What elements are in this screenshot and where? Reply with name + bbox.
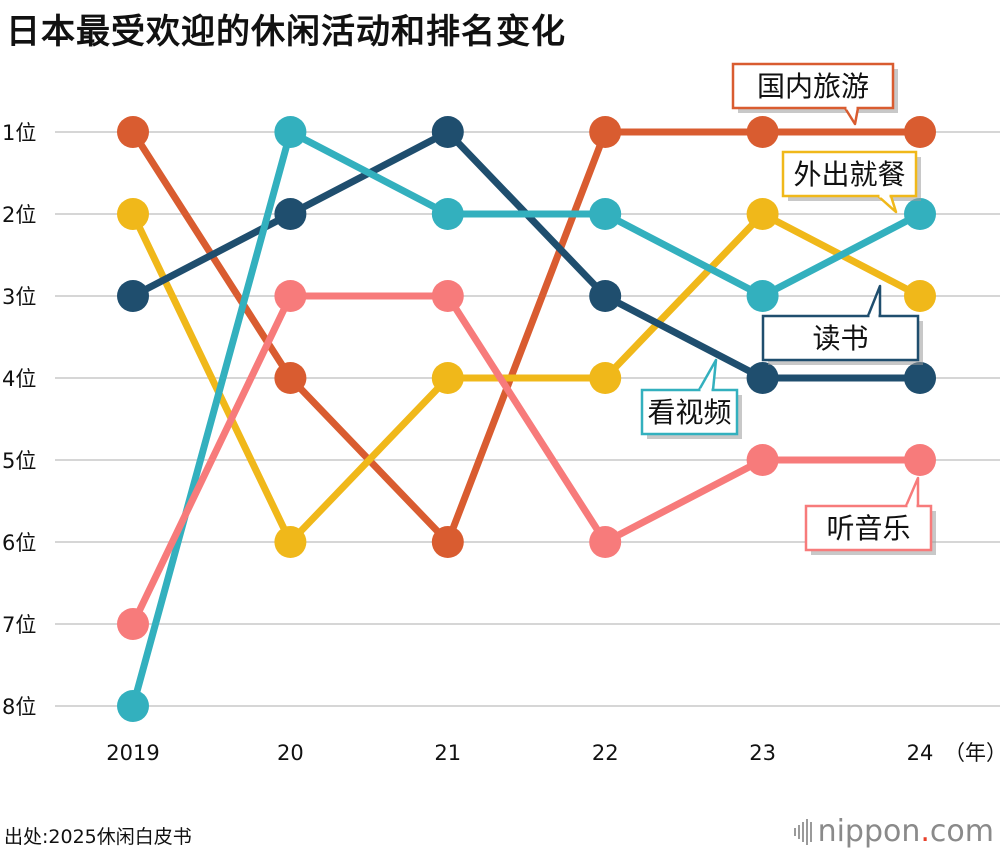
data-point [589, 116, 622, 148]
callout-box [640, 388, 739, 436]
x-tick-labels: 2019 20 21 22 23 24 （年） [106, 741, 1000, 765]
y-tick-label: 6位 [2, 531, 36, 555]
x-tick-label: 23 [749, 741, 776, 765]
y-tick-label: 2位 [2, 203, 36, 227]
data-point [589, 526, 622, 558]
series-line [129, 210, 924, 546]
y-tick-label: 1位 [2, 121, 36, 145]
callout-box [761, 314, 920, 362]
data-point [117, 690, 149, 722]
data-point [904, 280, 936, 312]
data-point [589, 198, 622, 230]
callout-box [731, 62, 895, 110]
data-point [904, 362, 936, 394]
x-tick-label: 20 [277, 741, 304, 765]
source-note: 出处:2025休闲白皮书 [4, 826, 192, 848]
data-point [746, 116, 779, 148]
x-tick-label: 22 [592, 741, 619, 765]
series-label-callout: 听音乐 [804, 476, 936, 555]
x-tick-label: 2019 [106, 741, 159, 765]
series-line [129, 128, 924, 546]
series-name-label: 听音乐 [826, 512, 910, 545]
y-tick-label: 7位 [2, 613, 36, 637]
y-tick-label: 3位 [2, 285, 36, 309]
series-label-callout: 看视频 [640, 358, 742, 439]
brand-dot: . [920, 814, 930, 849]
data-point [117, 280, 149, 312]
series-label-callout: 读书 [761, 284, 923, 365]
data-point [274, 362, 307, 394]
series-name-label: 外出就餐 [793, 158, 905, 191]
brand-logo: nippon.com [793, 814, 994, 849]
series-line [129, 292, 924, 628]
series-name-label: 读书 [812, 322, 868, 355]
y-tick-label: 4位 [2, 367, 36, 391]
callout-tail [866, 284, 882, 318]
data-point [746, 198, 779, 230]
series-lines [129, 128, 924, 710]
brand-tld: com [929, 814, 994, 849]
callout-tail [843, 106, 860, 126]
data-point [274, 526, 307, 558]
data-point [274, 116, 307, 148]
data-point [431, 116, 464, 148]
data-point [117, 608, 149, 640]
data-point [589, 280, 622, 312]
data-point [274, 280, 307, 312]
y-tick-label: 5位 [2, 449, 36, 473]
data-point [904, 444, 936, 476]
series-line [129, 128, 924, 710]
data-point [117, 116, 149, 148]
x-tick-label: 24 [907, 741, 934, 765]
data-point [746, 362, 779, 394]
data-point [904, 116, 936, 148]
series-points [117, 116, 936, 722]
data-point [431, 362, 464, 394]
sound-bars-icon [793, 818, 812, 846]
data-point [431, 280, 464, 312]
data-point [746, 280, 779, 312]
y-tick-labels: 1位 2位 3位 4位 5位 6位 7位 8位 [2, 121, 36, 719]
callout-tail [904, 476, 920, 508]
data-point [746, 444, 779, 476]
series-name-label: 国内旅游 [757, 70, 869, 103]
brand-name: nippon [817, 814, 921, 849]
callout-box [781, 150, 918, 198]
x-tick-label: 21 [434, 741, 461, 765]
series-name-label: 看视频 [647, 396, 731, 429]
data-point [589, 362, 622, 394]
data-point [274, 198, 307, 230]
data-point [117, 198, 149, 230]
chart-title: 日本最受欢迎的休闲活动和排名变化 [6, 12, 566, 52]
data-point [431, 198, 464, 230]
data-point [904, 198, 936, 230]
callout-box [804, 504, 933, 552]
series-label-callout: 国内旅游 [731, 62, 898, 126]
data-point [431, 526, 464, 558]
series-label-callout: 外出就餐 [781, 150, 921, 214]
y-tick-label: 8位 [2, 695, 36, 719]
x-unit-label: （年） [944, 741, 1000, 765]
callout-tail [697, 358, 718, 392]
